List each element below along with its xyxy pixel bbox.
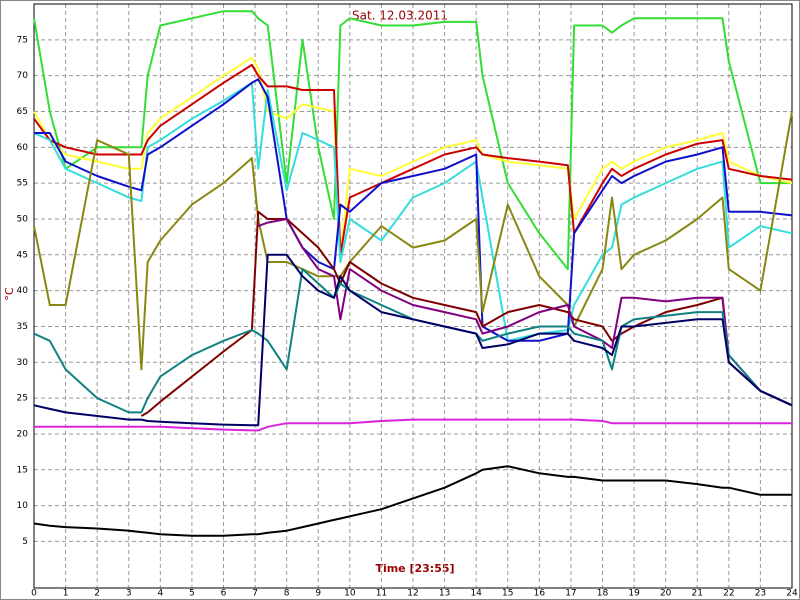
x-tick-label: 13 <box>439 589 450 599</box>
y-axis-label: °C <box>3 287 16 301</box>
plot-border <box>33 3 793 589</box>
x-tick-label: 15 <box>502 589 513 599</box>
y-tick-label: 25 <box>17 394 28 404</box>
y-tick-label: 60 <box>17 143 29 153</box>
x-tick-label: 19 <box>628 589 640 599</box>
x-tick-label: 10 <box>344 589 356 599</box>
series-line <box>33 465 792 537</box>
y-tick-label: 30 <box>17 358 29 368</box>
y-tick-label: 70 <box>17 71 29 81</box>
x-tick-label: 16 <box>534 589 546 599</box>
x-tick-label: 14 <box>470 589 482 599</box>
x-axis-label: Time [23:55] <box>375 562 454 575</box>
series-line <box>33 111 793 371</box>
series-line <box>34 418 792 432</box>
series-line <box>33 63 793 256</box>
y-tick-label: 45 <box>17 250 28 260</box>
series-line <box>33 56 793 256</box>
series-line <box>33 268 793 414</box>
chart-title: Sat. 12.03.2011 <box>352 9 448 23</box>
y-tick-label: 15 <box>17 465 28 475</box>
x-tick-label: 5 <box>189 589 195 599</box>
y-tick-label: 55 <box>17 179 28 189</box>
x-tick-label: 0 <box>31 589 37 599</box>
x-tick-label: 22 <box>723 589 734 599</box>
x-tick-label: 7 <box>252 589 258 599</box>
x-tick-label: 1 <box>63 589 69 599</box>
y-tick-label: 75 <box>17 35 28 45</box>
y-tick-label: 10 <box>17 501 29 511</box>
x-tick-label: 18 <box>597 589 609 599</box>
series-line <box>257 218 793 407</box>
x-tick-label: 9 <box>315 589 321 599</box>
y-tick-label: 40 <box>17 286 29 296</box>
x-tick-label: 20 <box>660 589 672 599</box>
x-tick-label: 4 <box>157 589 163 599</box>
x-tick-label: 21 <box>692 589 703 599</box>
y-tick-label: 5 <box>22 537 28 547</box>
x-tick-label: 11 <box>376 589 387 599</box>
x-tick-label: 23 <box>755 589 766 599</box>
series-line <box>34 78 793 342</box>
x-tick-label: 6 <box>221 589 227 599</box>
y-tick-label: 20 <box>17 429 29 439</box>
x-tick-label: 24 <box>786 589 798 599</box>
x-tick-label: 8 <box>284 589 290 599</box>
y-tick-label: 50 <box>17 214 29 224</box>
series-line <box>33 81 793 342</box>
y-tick-label: 65 <box>17 107 28 117</box>
x-tick-label: 12 <box>407 589 418 599</box>
series-line <box>33 253 793 427</box>
y-tick-label: 35 <box>17 322 28 332</box>
x-tick-label: 3 <box>126 589 132 599</box>
series-line <box>33 10 792 271</box>
x-tick-label: 17 <box>565 589 576 599</box>
x-tick-label: 2 <box>94 589 100 599</box>
